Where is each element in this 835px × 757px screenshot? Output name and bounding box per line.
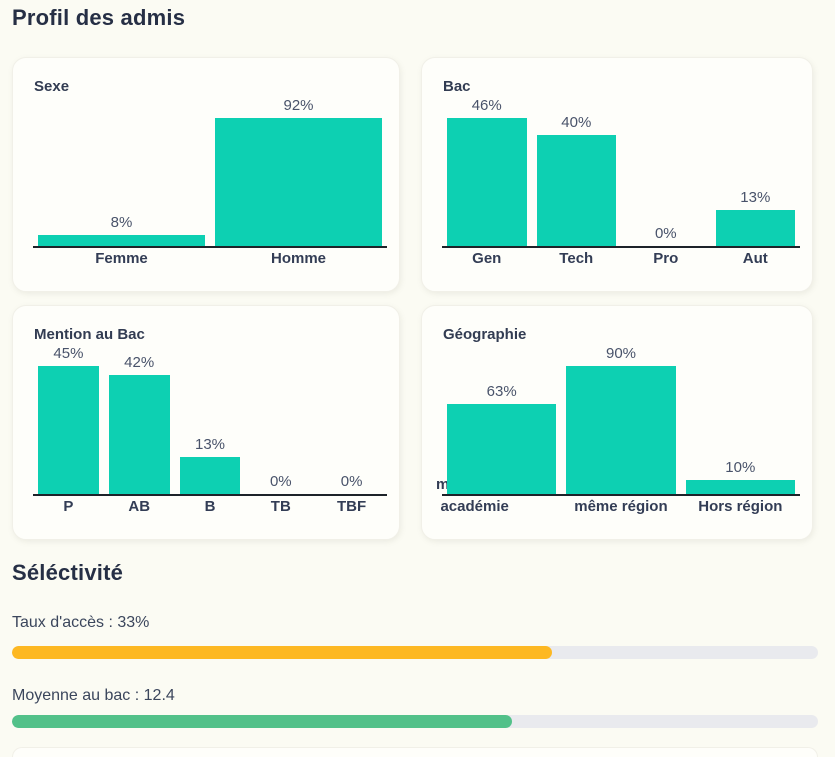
bar-value-label: 45% — [53, 345, 84, 362]
chart-title-bac: Bac — [443, 78, 471, 95]
section-title-profil-des-admis: Profil des admis — [12, 5, 186, 30]
bar-value-label: 92% — [283, 97, 314, 114]
chart-title-mention-au-bac: Mention au Bac — [34, 326, 145, 343]
bar-Hors-région — [685, 480, 795, 494]
chart-card-geographie: Géographie 63%mêmeacadémie90%même région… — [421, 305, 813, 540]
chart-title-geographie: Géographie — [443, 326, 527, 343]
x-axis-label: AB — [128, 498, 151, 515]
x-axis-label: Femme — [95, 250, 148, 267]
x-axis-label: TBF — [337, 498, 367, 515]
bar-value-label: 8% — [110, 214, 133, 231]
taux-acces-progress-fill — [12, 646, 553, 659]
taux-acces-label: Taux d'accès : 33% — [12, 614, 150, 631]
bar-value-label: 0% — [269, 473, 292, 490]
x-axis-label: P — [63, 498, 74, 515]
moyenne-bac-progress-track — [12, 715, 818, 728]
bar-value-label: 0% — [340, 473, 363, 490]
next-card-top-edge — [12, 747, 818, 757]
bar-value-label: 46% — [471, 97, 502, 114]
x-axis-label: Homme — [270, 250, 326, 267]
bar-AB — [108, 375, 170, 494]
bar-value-label: 0% — [654, 225, 677, 242]
bar-chart-sexe: 8% Femme 92% Homme — [33, 58, 387, 267]
bar-chart-mention-au-bac: 45% P 42% AB 13% B 0% TB 0% TBF — [33, 306, 387, 515]
bar-B — [179, 457, 241, 494]
chart-card-mention-au-bac: Mention au Bac 45% P 42% AB 13% B 0% TB 0% TBF — [12, 305, 400, 540]
bar-Gen — [447, 118, 527, 246]
bar-value-label: 10% — [725, 459, 756, 476]
bar-Aut — [715, 210, 795, 246]
bar-même-région — [566, 366, 676, 494]
bar-P — [38, 366, 99, 494]
section-title-selectivite: Séléctivité — [12, 560, 124, 585]
bar-value-label: 40% — [561, 114, 592, 131]
bar-value-label: 42% — [124, 354, 155, 371]
x-axis-label: B — [204, 498, 216, 515]
moyenne-bac-progress-fill — [12, 715, 512, 728]
x-axis-label: Aut — [742, 250, 768, 267]
bar-Femme — [38, 235, 205, 246]
bar-value-label: 13% — [740, 189, 771, 206]
x-axis-label: TB — [270, 498, 291, 515]
bar-value-label: 63% — [486, 383, 517, 400]
bar-value-label: 13% — [194, 436, 226, 453]
bar-même-académie — [447, 404, 557, 494]
x-axis-label: Gen — [472, 250, 502, 267]
chart-title-sexe: Sexe — [34, 78, 70, 95]
x-axis-label: Pro — [653, 250, 679, 267]
x-axis-label: même région — [574, 498, 668, 515]
x-axis-label: Tech — [559, 250, 594, 267]
x-axis-label: Hors région — [698, 498, 783, 515]
chart-card-bac: Bac 46% Gen 40% Tech 0% Pro 13% Aut — [421, 57, 813, 292]
taux-acces-progress-track — [12, 646, 818, 659]
chart-card-sexe: Sexe 8% Femme 92% Homme — [12, 57, 400, 292]
bar-Homme — [215, 118, 382, 246]
bar-Tech — [536, 135, 616, 246]
bar-value-label: 90% — [605, 345, 637, 362]
moyenne-bac-label: Moyenne au bac : 12.4 — [12, 687, 175, 704]
bar-chart-bac: 46% Gen 40% Tech 0% Pro 13% Aut — [442, 58, 800, 267]
